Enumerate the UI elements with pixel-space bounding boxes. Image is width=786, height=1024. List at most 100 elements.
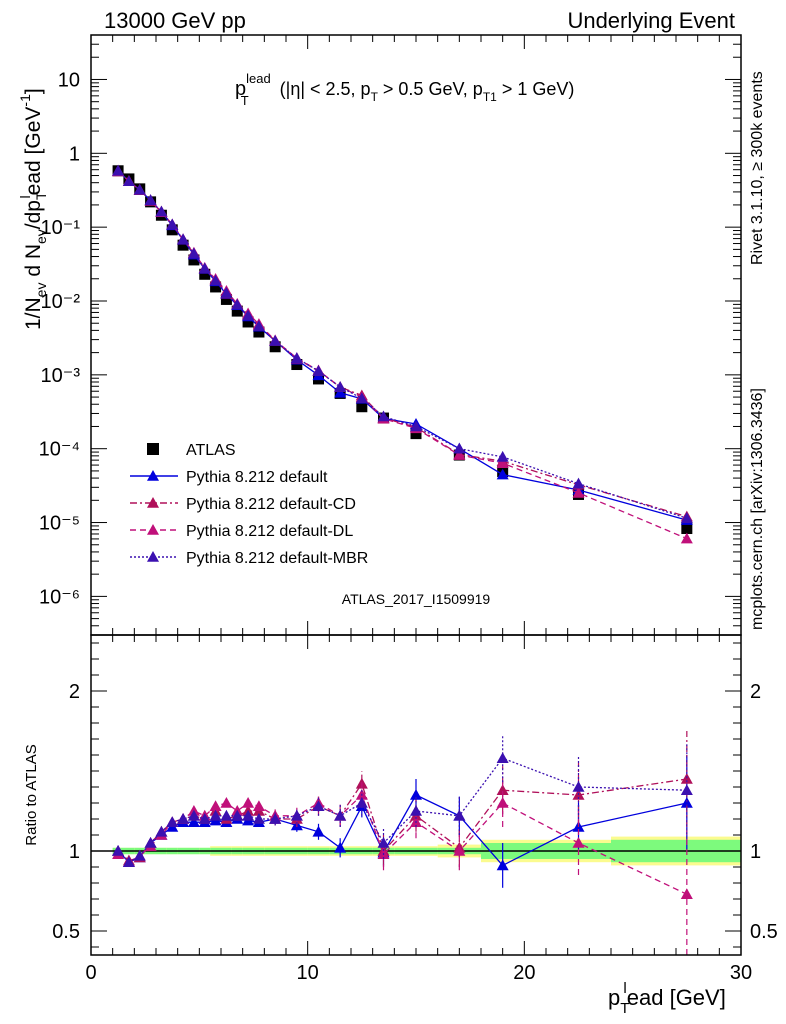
ratio-point xyxy=(312,825,325,837)
ratio-y-tick-label-right: 2 xyxy=(750,681,761,703)
plot-title: plead T (|η| < 2.5, pT > 0.5 GeV, pT1 > 1… xyxy=(235,71,574,108)
ratio-panel-frame xyxy=(90,634,742,956)
atlas-point xyxy=(210,281,222,293)
main-point xyxy=(680,512,693,523)
header-right: Underlying Event xyxy=(567,8,735,33)
ratio-point xyxy=(155,825,168,837)
ratio-point xyxy=(209,809,222,821)
x-tick-label: 30 xyxy=(730,962,752,984)
ratio-point xyxy=(177,813,190,824)
ratio-point xyxy=(187,809,200,821)
legend: ATLAS Pythia 8.212 default Pythia 8.212 de… xyxy=(130,442,368,567)
x-tick-label: 0 xyxy=(85,962,96,984)
main-panel-frame xyxy=(90,34,742,636)
legend-label-0: Pythia 8.212 default xyxy=(186,469,328,486)
main-point xyxy=(453,449,466,460)
main-point xyxy=(242,309,255,321)
ratio-point xyxy=(334,809,347,821)
analysis-id: ATLAS_2017_I1509919 xyxy=(342,591,491,607)
legend-label-atlas: ATLAS xyxy=(186,442,236,459)
ratio-point xyxy=(680,773,693,784)
ratio-point xyxy=(133,849,146,861)
ratio-y-tick-label-right: 1 xyxy=(750,841,761,863)
ratio-point xyxy=(680,888,693,899)
ratio-y-tick-label-right: 0.5 xyxy=(750,921,778,943)
main-point xyxy=(112,164,125,176)
atlas-point xyxy=(253,326,265,338)
ratio-y-tick-label: 1 xyxy=(69,841,80,863)
ratio-point xyxy=(166,816,179,827)
ratio-point xyxy=(252,800,265,811)
main-point xyxy=(209,274,222,286)
ratio-y-tick-label: 0.5 xyxy=(52,921,80,943)
main-panel-series xyxy=(112,164,693,544)
legend-label-1: Pythia 8.212 default-CD xyxy=(186,496,356,513)
main-point xyxy=(220,287,233,298)
ratio-axes: 0 10 20 30 2 2 1 1 0.5 0.5 xyxy=(52,635,778,984)
ratio-point xyxy=(453,809,466,821)
main-point xyxy=(133,183,146,195)
header-left: 13000 GeV pp xyxy=(104,8,246,33)
ratio-point xyxy=(410,789,422,800)
main-point xyxy=(122,175,135,187)
main-point xyxy=(453,442,466,454)
y-tick-label: 10 xyxy=(58,69,80,91)
main-point xyxy=(177,233,190,245)
atlas-point xyxy=(681,523,693,535)
main-point xyxy=(312,365,325,376)
atlas-point xyxy=(410,428,422,440)
ratio-point xyxy=(231,809,244,821)
atlas-point xyxy=(269,341,281,353)
main-y-label: 1/Nev d Nev/dpTlead [GeV-1] xyxy=(17,88,49,330)
atlas-point xyxy=(242,316,254,328)
legend-marker-2 xyxy=(147,524,159,535)
ratio-point xyxy=(187,816,200,827)
ratio-point xyxy=(122,856,135,867)
x-tick-label: 20 xyxy=(513,962,535,984)
ratio-point xyxy=(252,813,265,824)
y-tick-label: 10⁻⁴ xyxy=(39,439,80,461)
main-point xyxy=(155,205,168,217)
main-point xyxy=(496,468,509,480)
main-point xyxy=(355,392,368,404)
ratio-point xyxy=(242,797,255,808)
main-point xyxy=(377,410,390,422)
ratio-point xyxy=(269,813,282,824)
ratio-point xyxy=(572,781,585,792)
ratio-point xyxy=(355,797,368,808)
atlas-point xyxy=(356,401,368,413)
ratio-point xyxy=(209,800,222,811)
main-line-1 xyxy=(117,170,688,518)
legend-marker-0 xyxy=(147,470,159,481)
ratio-point xyxy=(312,800,325,811)
main-point xyxy=(166,218,179,230)
mcplots-label: mcplots.cern.ch [arXiv:1306.3436] xyxy=(749,388,766,630)
main-point xyxy=(334,386,347,398)
y-tick-label: 10⁻⁵ xyxy=(39,513,80,535)
main-point xyxy=(269,334,282,346)
legend-marker-3 xyxy=(147,551,159,562)
ratio-point xyxy=(220,809,233,821)
ratio-point xyxy=(453,845,466,856)
main-line-0 xyxy=(117,170,688,521)
ratio-point xyxy=(680,784,693,795)
ratio-point xyxy=(242,809,255,821)
ratio-point xyxy=(496,797,509,808)
atlas-point xyxy=(199,268,211,280)
ratio-point xyxy=(334,841,347,853)
atlas-point xyxy=(188,254,200,266)
y-tick-label: 1 xyxy=(69,143,80,165)
legend-marker-1 xyxy=(147,497,159,508)
main-point xyxy=(572,486,585,498)
legend-label-3: Pythia 8.212 default-MBR xyxy=(186,550,368,567)
atlas-point xyxy=(231,305,243,317)
ratio-point xyxy=(290,809,303,821)
main-point xyxy=(252,320,265,331)
main-point xyxy=(410,420,422,432)
ratio-y-label: Ratio to ATLAS xyxy=(23,744,40,845)
ratio-point xyxy=(496,859,509,871)
atlas-point xyxy=(220,293,232,305)
ratio-point xyxy=(572,837,585,848)
x-tick-label: 10 xyxy=(297,962,319,984)
